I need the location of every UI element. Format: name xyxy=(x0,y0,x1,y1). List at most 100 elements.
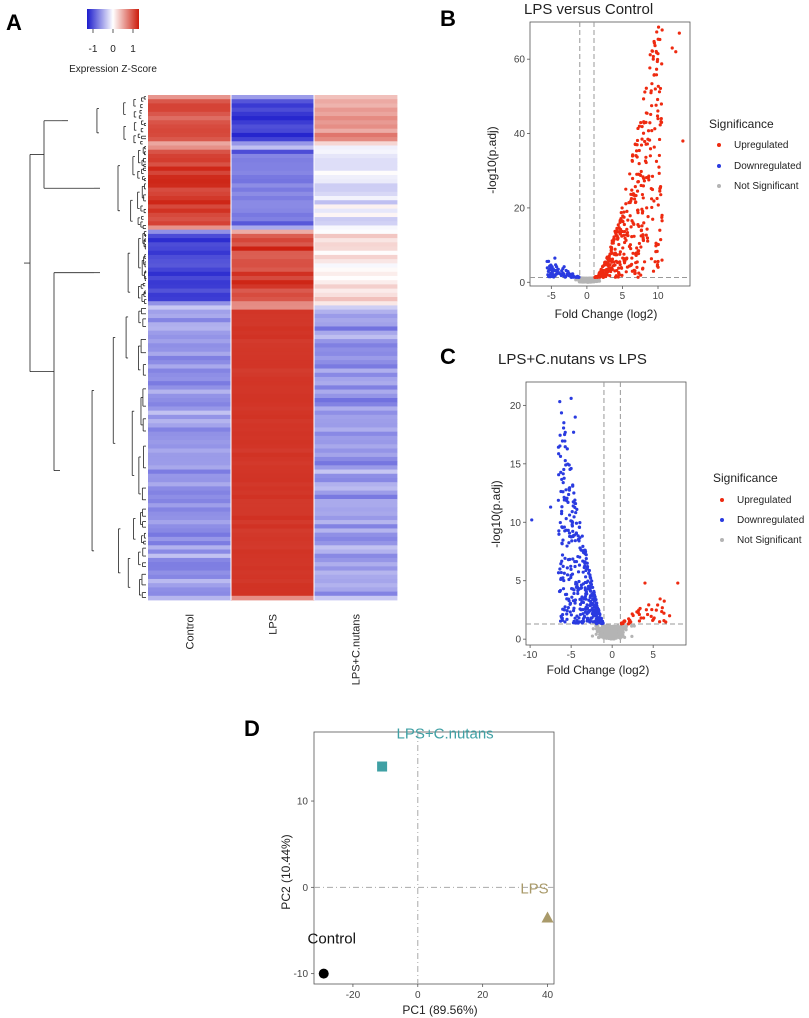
volcano-point-up xyxy=(601,275,605,280)
volcano-point-up xyxy=(654,244,658,248)
heatmap-cell xyxy=(231,330,315,336)
heatmap-panel: -1 0 1 Expression Z-Score Control LPS LPS+C.… xyxy=(24,9,398,685)
volcano-point-down xyxy=(595,601,599,605)
x-tick-label: -10 xyxy=(523,650,538,661)
volcano-point-up xyxy=(681,139,685,143)
volcano-point-up xyxy=(622,233,626,237)
heatmap-cell xyxy=(148,574,232,580)
volcano-point-up xyxy=(651,618,655,623)
volcano-point-down xyxy=(565,612,569,616)
volcano-point-up xyxy=(643,581,647,585)
volcano-point-down xyxy=(560,477,564,482)
volcano-point-up xyxy=(653,127,657,131)
heatmap-cell xyxy=(231,288,315,294)
heatmap-cell xyxy=(314,128,398,134)
heatmap-cell xyxy=(231,250,315,256)
y-tick-label: 40 xyxy=(514,129,526,140)
heatmap-cell xyxy=(314,448,398,454)
volcano-point-up xyxy=(645,236,650,240)
legend-down-swatch xyxy=(720,518,724,522)
volcano-point-up xyxy=(644,608,648,612)
heatmap-cell xyxy=(314,469,398,475)
heatmap-cell xyxy=(231,595,315,601)
heatmap-cell xyxy=(148,162,232,167)
heatmap-cell xyxy=(314,347,398,353)
heatmap-cell xyxy=(314,170,398,176)
pca-point-lps xyxy=(541,911,554,923)
volcano-point-up xyxy=(648,147,653,151)
heatmap-cell xyxy=(148,583,232,588)
volcano-point-up xyxy=(674,50,678,54)
panel-letter-a: A xyxy=(6,10,22,35)
volcano-point-up xyxy=(631,251,635,255)
heatmap-cell xyxy=(148,259,232,264)
heatmap-cell xyxy=(314,520,398,525)
volcano-point-up xyxy=(636,211,640,215)
heatmap-cell xyxy=(231,309,315,315)
volcano-point-up xyxy=(656,84,660,88)
heatmap-cell xyxy=(314,444,398,449)
volcano-point-down xyxy=(562,421,566,425)
volcano-point-ns xyxy=(594,627,599,631)
volcano-point-up xyxy=(660,215,664,219)
volcano-point-down xyxy=(562,467,566,472)
heatmap-cell xyxy=(314,250,398,256)
volcano-point-up xyxy=(612,260,616,264)
volcano-point-down xyxy=(571,500,575,504)
volcano-point-down xyxy=(577,525,581,529)
heatmap-cell xyxy=(231,153,315,159)
volcano-point-down xyxy=(559,615,564,620)
heatmap-cell xyxy=(314,309,398,315)
volcano-point-up xyxy=(644,86,648,90)
volcano-point-up xyxy=(643,139,647,144)
volcano-point-up xyxy=(659,102,664,106)
volcano-point-ns xyxy=(632,624,636,628)
heatmap-cell xyxy=(314,242,398,247)
heatmap-cell xyxy=(148,305,232,311)
volcano-point-up xyxy=(632,193,636,197)
heatmap-cell xyxy=(231,318,315,323)
volcano-point-up xyxy=(641,196,645,200)
volcano-point-up xyxy=(607,254,611,258)
volcano-point-down xyxy=(571,609,576,613)
heatmap-cell xyxy=(231,145,315,151)
heatmap-cell xyxy=(231,583,315,588)
volcano-point-up xyxy=(623,258,627,262)
volcano-point-up xyxy=(635,155,639,159)
heatmap-cell xyxy=(314,166,398,172)
heatmap-cell xyxy=(231,423,315,428)
volcano-point-down xyxy=(592,612,596,616)
volcano-point-up xyxy=(662,619,666,623)
volcano-point-up xyxy=(605,256,609,260)
volcano-point-up xyxy=(629,196,634,201)
volcano-point-down xyxy=(588,595,592,599)
volcano-point-up xyxy=(641,97,646,101)
volcano-point-down xyxy=(581,612,585,616)
volcano-point-down xyxy=(579,586,584,590)
volcano-point-down xyxy=(560,542,564,546)
volcano-point-up xyxy=(636,252,641,256)
volcano-point-down xyxy=(567,577,571,582)
volcano-point-up xyxy=(618,227,623,232)
volcano-point-ns xyxy=(574,278,578,282)
volcano-point-down xyxy=(575,618,579,623)
volcano-point-down xyxy=(589,603,593,607)
volcano-point-down xyxy=(570,510,574,514)
volcano-point-up xyxy=(622,210,626,214)
heatmap-cell xyxy=(231,499,315,504)
heatmap-cell xyxy=(148,158,232,163)
heatmap-cell xyxy=(231,229,315,235)
volcano-point-up xyxy=(610,267,614,271)
heatmap-cell xyxy=(314,398,398,403)
volcano-point-down xyxy=(585,567,589,571)
volcano-point-down xyxy=(578,602,583,606)
volcano-point-down xyxy=(587,610,591,614)
heatmap-cell xyxy=(314,208,398,214)
volcano-point-down xyxy=(577,539,581,543)
volcano-point-up xyxy=(635,265,639,269)
heatmap-cell xyxy=(231,477,315,483)
heatmap-cell xyxy=(231,162,315,167)
heatmap-cell xyxy=(231,431,315,437)
volcano-c-xlabel: Fold Change (log2) xyxy=(547,663,650,677)
volcano-point-up xyxy=(677,31,681,35)
